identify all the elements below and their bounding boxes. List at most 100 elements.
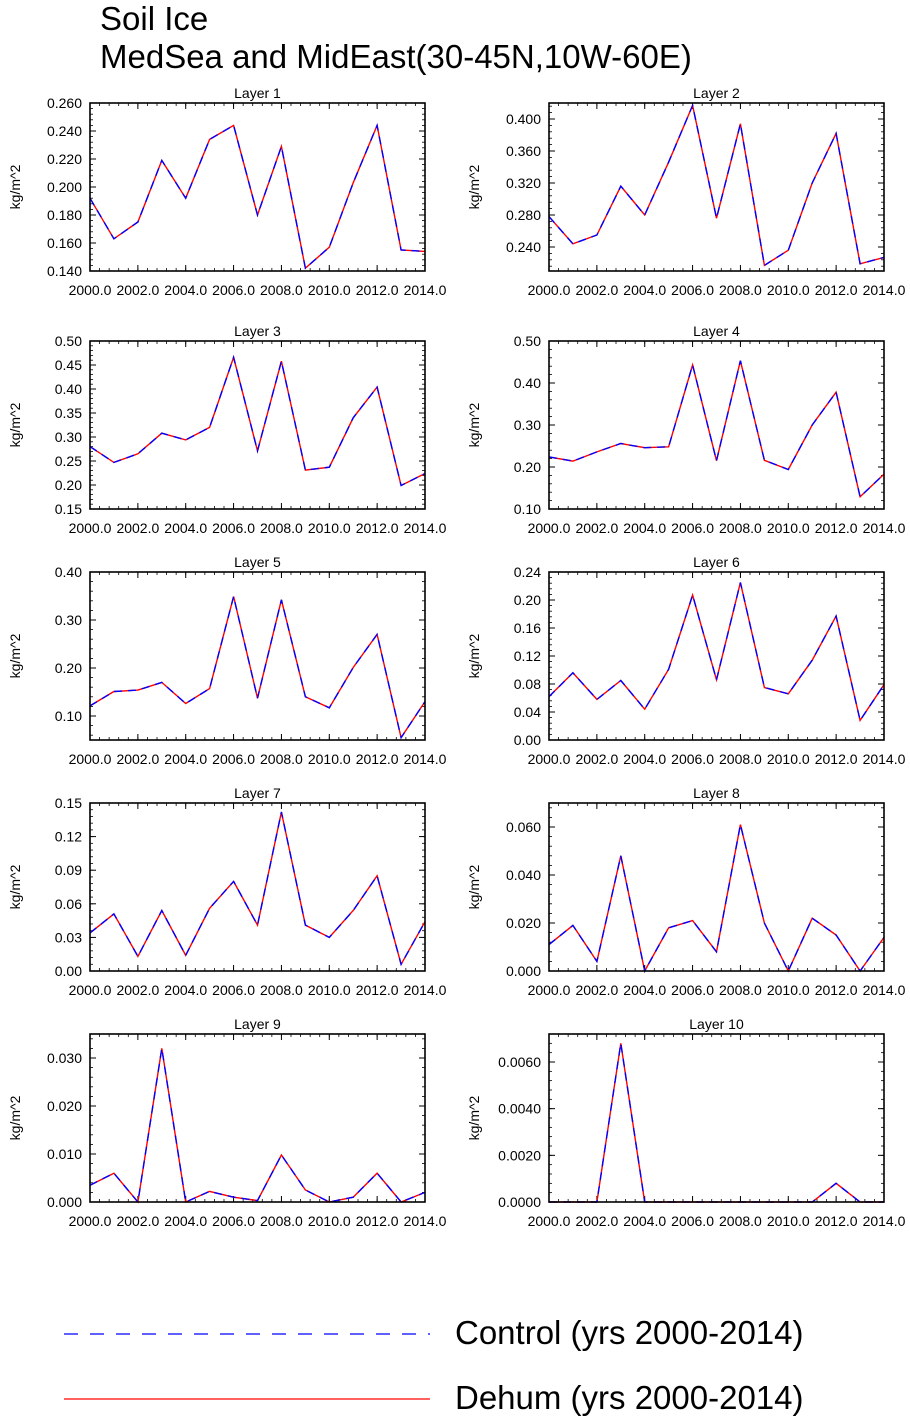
- x-tick-label: 2006.0: [671, 1213, 714, 1229]
- x-tick-label: 2006.0: [212, 751, 255, 767]
- x-tick-label: 2006.0: [212, 1213, 255, 1229]
- y-tick-label: 0.260: [47, 95, 82, 111]
- plot-frame: [549, 103, 884, 271]
- x-tick-label: 2004.0: [623, 520, 666, 536]
- x-tick-label: 2002.0: [116, 520, 159, 536]
- y-tick-label: 0.200: [47, 179, 82, 195]
- x-tick-label: 2008.0: [719, 751, 762, 767]
- x-tick-label: 2004.0: [164, 982, 207, 998]
- x-tick-label: 2000.0: [69, 751, 112, 767]
- y-tick-label: 0.220: [47, 151, 82, 167]
- y-tick-label: 0.40: [55, 564, 82, 580]
- x-tick-label: 2004.0: [164, 282, 207, 298]
- y-tick-label: 0.0040: [498, 1101, 541, 1117]
- series-line-dehum: [549, 361, 884, 497]
- x-tick-label: 2002.0: [575, 520, 618, 536]
- chart-panel-9: Layer 90.0000.0100.0200.0302000.0 2002.0 2…: [7, 1016, 447, 1229]
- series-line-control: [549, 105, 884, 265]
- x-tick-label: 2012.0: [356, 1213, 399, 1229]
- x-tick-label: 2008.0: [260, 982, 303, 998]
- y-axis-label: kg/m^2: [7, 633, 23, 678]
- y-tick-label: 0.0020: [498, 1147, 541, 1163]
- x-tick-label: 2002.0: [116, 282, 159, 298]
- chart-title: Layer 5: [234, 554, 281, 570]
- chart-title: Layer 4: [693, 323, 740, 339]
- chart-title: Layer 2: [693, 85, 740, 101]
- chart-title: Layer 8: [693, 785, 740, 801]
- x-tick-label: 2004.0: [623, 282, 666, 298]
- series-line-dehum: [90, 125, 425, 268]
- y-axis-label: kg/m^2: [466, 402, 482, 447]
- series-line-dehum: [90, 812, 425, 964]
- chart-panel-5: Layer 5 0.10 0.20 0.30 0.40 2000.0 2002.0 2004.…: [7, 554, 447, 767]
- y-tick-label: 0.280: [506, 207, 541, 223]
- x-tick-label: 2012.0: [356, 282, 399, 298]
- y-tick-label: 0.15: [55, 795, 82, 811]
- legend-label-dehum: Dehum (yrs 2000-2014): [455, 1379, 804, 1417]
- y-axis-label: kg/m^2: [7, 1095, 23, 1140]
- x-tick-label: 2002.0: [116, 751, 159, 767]
- y-tick-label: 0.000: [47, 1194, 82, 1210]
- x-tick-label: 2000.0: [528, 520, 571, 536]
- x-tick-label: 2006.0: [212, 982, 255, 998]
- legend: Control (yrs 2000-2014) Dehum (yrs 2000-…: [0, 1300, 910, 1418]
- y-tick-label: 0.12: [514, 648, 541, 664]
- series-line-control: [90, 597, 425, 738]
- x-tick-label: 2012.0: [815, 751, 858, 767]
- x-tick-label: 2008.0: [260, 520, 303, 536]
- series-line-control: [90, 812, 425, 964]
- x-tick-label: 2010.0: [308, 1213, 351, 1229]
- y-tick-label: 0.360: [506, 143, 541, 159]
- x-tick-label: 2004.0: [623, 1213, 666, 1229]
- y-tick-label: 0.000: [506, 963, 541, 979]
- y-tick-label: 0.40: [514, 375, 541, 391]
- x-tick-label: 2008.0: [260, 282, 303, 298]
- y-tick-label: 0.30: [55, 612, 82, 628]
- x-tick-label: 2006.0: [671, 751, 714, 767]
- y-tick-label: 0.240: [506, 239, 541, 255]
- x-tick-label: 2014.0: [863, 520, 906, 536]
- chart-panel-3: Layer 30.150.200.250.300.350.400.450.502…: [7, 323, 447, 536]
- x-tick-label: 2012.0: [356, 751, 399, 767]
- y-tick-label: 0.20: [55, 660, 82, 676]
- y-tick-label: 0.40: [55, 381, 82, 397]
- chart-title: Layer 10: [689, 1016, 744, 1032]
- x-tick-label: 2004.0: [623, 751, 666, 767]
- plot-frame: [549, 803, 884, 971]
- plot-frame: [549, 341, 884, 509]
- y-tick-label: 0.140: [47, 263, 82, 279]
- series-line-control: [90, 357, 425, 485]
- x-tick-label: 2014.0: [404, 282, 447, 298]
- x-tick-label: 2014.0: [863, 751, 906, 767]
- y-tick-label: 0.00: [55, 963, 82, 979]
- series-line-dehum: [549, 1043, 884, 1202]
- x-tick-label: 2000.0: [528, 982, 571, 998]
- x-tick-label: 2002.0: [575, 751, 618, 767]
- x-tick-label: 2002.0: [575, 282, 618, 298]
- y-tick-label: 0.04: [514, 704, 541, 720]
- y-tick-label: 0.35: [55, 405, 82, 421]
- chart-title: Layer 1: [234, 85, 281, 101]
- y-tick-label: 0.10: [55, 708, 82, 724]
- x-tick-label: 2010.0: [767, 1213, 810, 1229]
- y-tick-label: 0.0000: [498, 1194, 541, 1210]
- series-line-control: [549, 1043, 884, 1202]
- plot-frame: [90, 803, 425, 971]
- series-line-control: [549, 583, 884, 721]
- plot-frame: [90, 1034, 425, 1202]
- x-tick-label: 2000.0: [528, 282, 571, 298]
- y-tick-label: 0.180: [47, 207, 82, 223]
- chart-panel-2: Layer 20.2400.2800.3200.3600.4002000.0 20…: [466, 85, 906, 298]
- y-tick-label: 0.30: [55, 429, 82, 445]
- x-tick-label: 2006.0: [212, 520, 255, 536]
- chart-title: Layer 3: [234, 323, 281, 339]
- x-tick-label: 2012.0: [815, 1213, 858, 1229]
- series-line-dehum: [549, 105, 884, 265]
- x-tick-label: 2012.0: [356, 982, 399, 998]
- x-tick-label: 2008.0: [260, 1213, 303, 1229]
- x-tick-label: 2012.0: [356, 520, 399, 536]
- x-tick-label: 2008.0: [719, 982, 762, 998]
- x-tick-label: 2010.0: [308, 982, 351, 998]
- x-tick-label: 2012.0: [815, 520, 858, 536]
